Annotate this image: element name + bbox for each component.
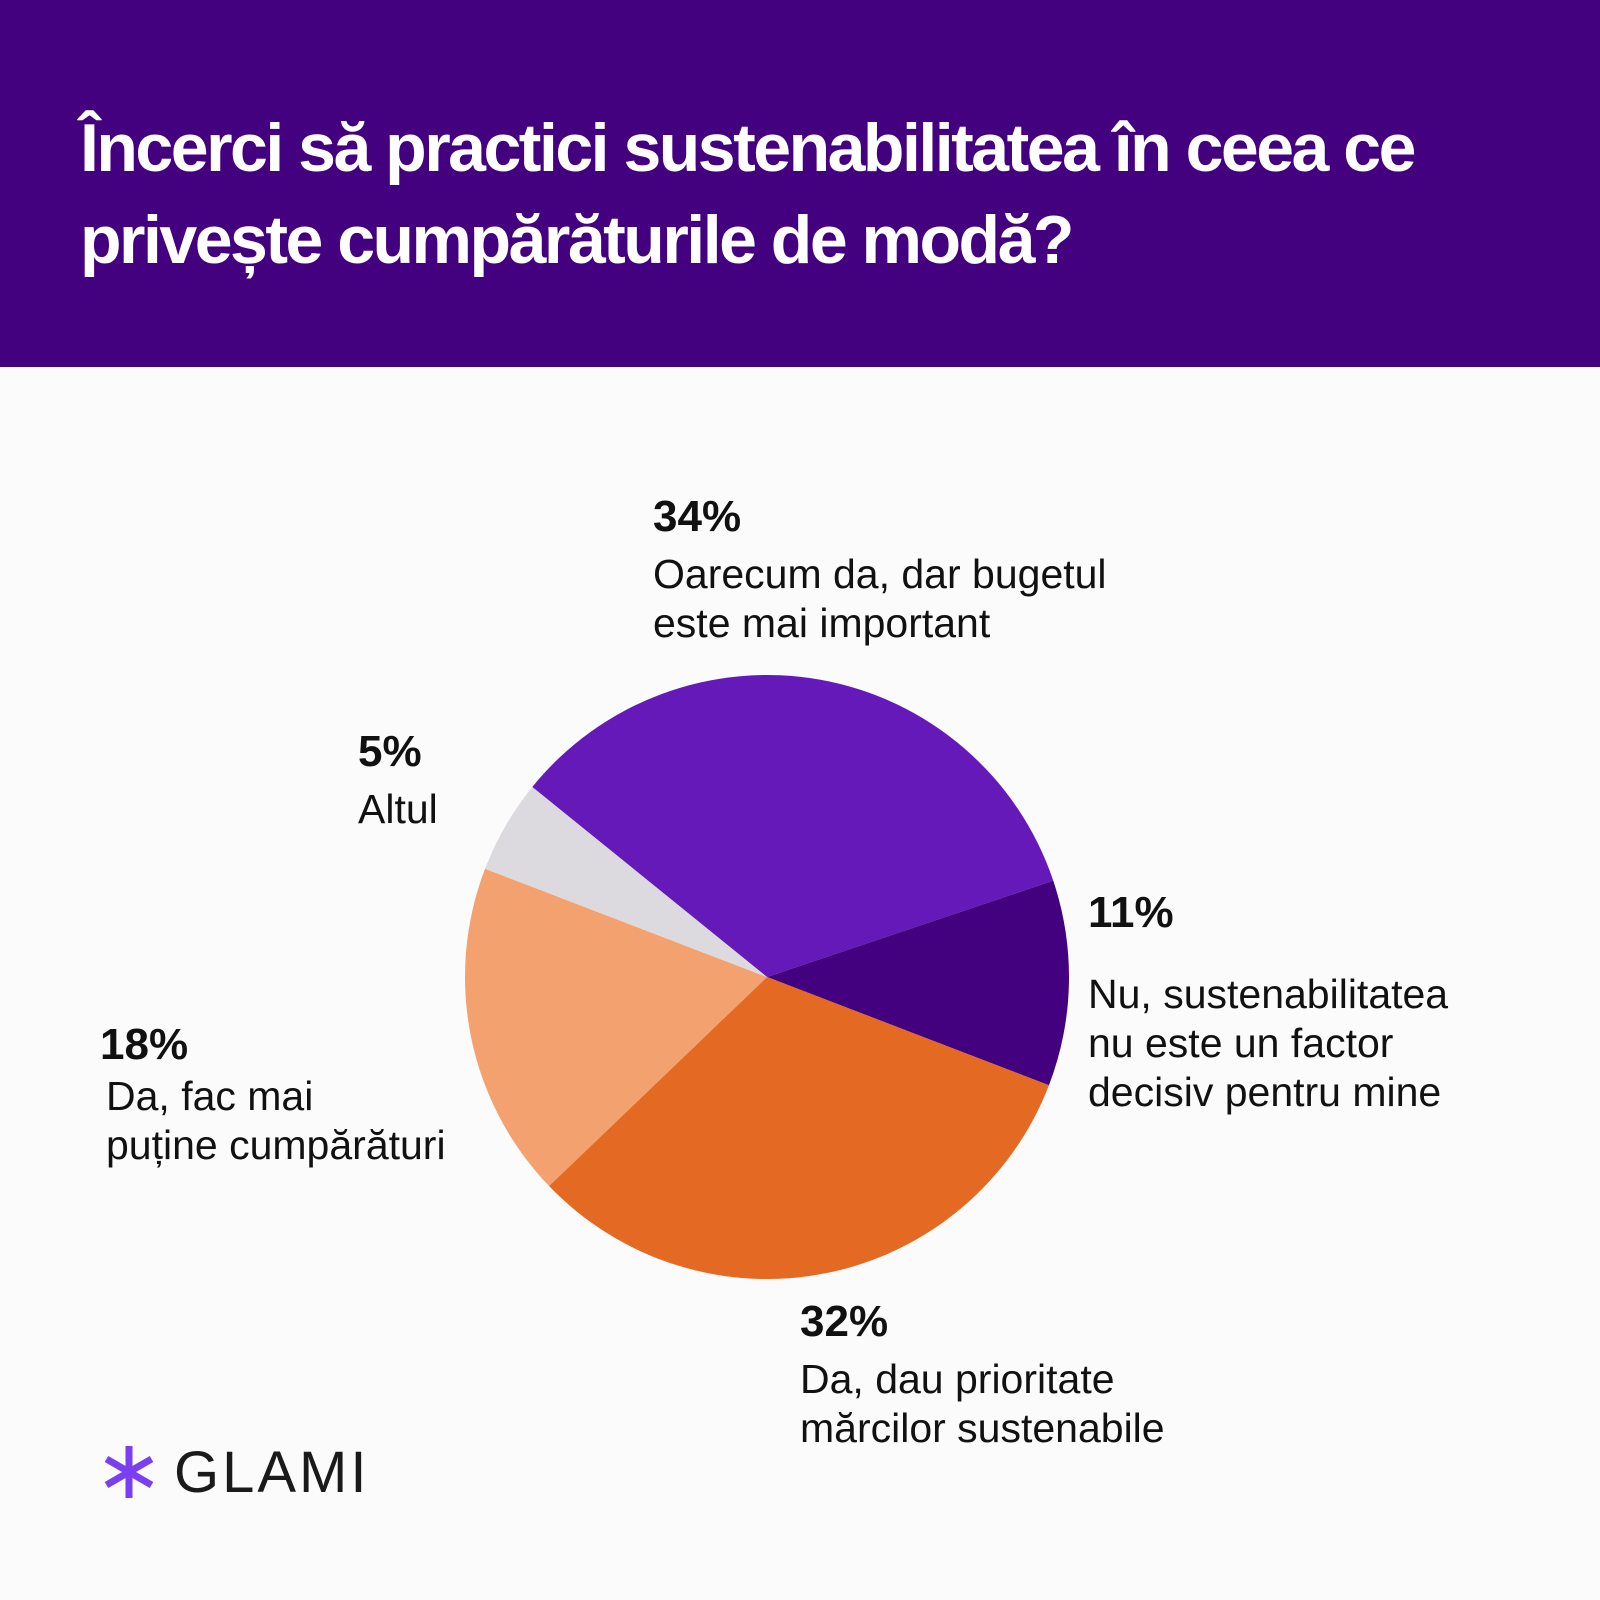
slice-label-da-mai-putine: 18% Da, fac mai puține cumpărături: [100, 1020, 446, 1170]
pie-slice-da-mai-putine: [464, 868, 767, 1187]
chart-title: Încerci să practici sustenabilitatea în …: [80, 110, 1416, 278]
slice-value: 11%: [1088, 888, 1174, 937]
pie-slice-oarecum: [532, 674, 1054, 977]
brand-name: GLAMI: [174, 1439, 370, 1505]
glami-logo: GLAMI: [100, 1437, 370, 1507]
header-banner: Încerci să practici sustenabilitatea în …: [0, 0, 1600, 367]
slice-label-da-prioritate: 32% Da, dau prioritate mărcilor sustenab…: [800, 1297, 1165, 1453]
pie-slice-nu: [767, 880, 1070, 1086]
slice-label-text: Da, fac mai puține cumpărături: [106, 1073, 446, 1168]
slice-label-text: Altul: [358, 786, 438, 832]
pie-slice-altul: [485, 786, 767, 977]
slice-value: 34%: [653, 492, 742, 541]
slice-value: 32%: [800, 1297, 889, 1346]
pie-slice-da-prioritate: [549, 977, 1049, 1280]
slice-label-text: Nu, sustenabilitatea nu este un factor d…: [1088, 971, 1449, 1115]
slice-label-altul: 5% Altul: [358, 727, 438, 834]
slice-value: 5%: [358, 727, 422, 776]
slice-label-text: Da, dau prioritate mărcilor sustenabile: [800, 1356, 1165, 1451]
slice-value: 18%: [100, 1020, 189, 1069]
slice-label-text: Oarecum da, dar bugetul este mai importa…: [653, 551, 1107, 646]
slice-label-oarecum: 34% Oarecum da, dar bugetul este mai imp…: [653, 492, 1107, 648]
asterisk-icon: [104, 1446, 154, 1498]
slice-label-nu: 11% Nu, sustenabilitatea nu este un fact…: [1088, 888, 1448, 1117]
